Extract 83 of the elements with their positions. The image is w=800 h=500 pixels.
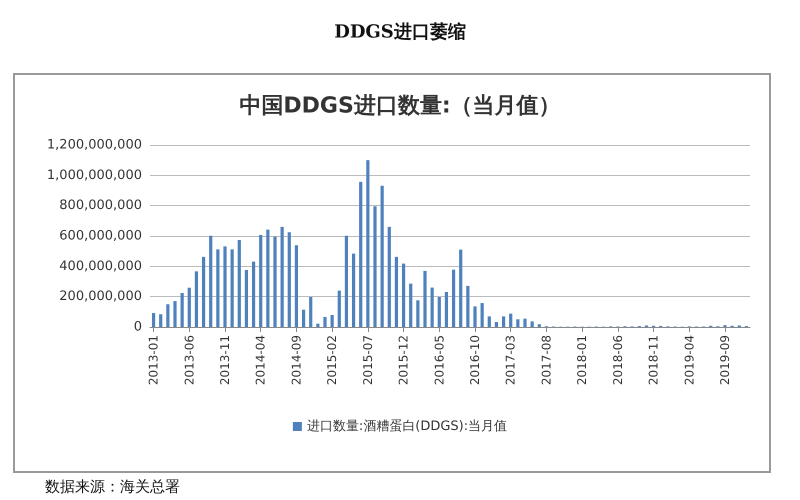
- x-tick-label: 2014-04: [254, 335, 268, 386]
- bar: [338, 290, 341, 327]
- y-tick-label: 800,000,000: [59, 198, 142, 214]
- x-tick-label: 2013-06: [182, 335, 196, 386]
- bar: [502, 316, 506, 327]
- bar: [152, 313, 156, 327]
- bar: [430, 288, 434, 327]
- bar: [488, 316, 491, 327]
- source-note: 数据来源：海关总署: [45, 478, 180, 496]
- bar: [438, 296, 441, 327]
- bar: [416, 300, 420, 327]
- bar: [273, 236, 277, 327]
- x-tick-label: 2016-05: [432, 335, 446, 386]
- bar: [380, 186, 384, 327]
- bar: [159, 314, 162, 327]
- bar: [288, 232, 291, 327]
- chart-subtitle: 中国DDGS进口数量:（当月值）: [239, 94, 561, 118]
- bar: [173, 301, 177, 327]
- y-tick-label: 1,000,000,000: [46, 168, 142, 183]
- x-tick-label: 2017-08: [539, 335, 554, 386]
- x-tick-label: 2015-12: [396, 335, 411, 386]
- bar: [423, 270, 427, 327]
- bar: [444, 292, 448, 327]
- bar: [530, 321, 534, 327]
- x-tick-label: 2018-01: [575, 335, 590, 386]
- bar: [316, 324, 320, 327]
- bar: [494, 322, 498, 327]
- bar: [166, 304, 170, 327]
- x-tick-label: 2013-11: [218, 335, 232, 386]
- x-tick-label: 2014-09: [289, 335, 304, 386]
- x-tick-label: 2015-02: [325, 335, 340, 386]
- bar: [252, 262, 256, 327]
- y-tick-label: 0: [134, 320, 142, 334]
- bar: [230, 249, 234, 327]
- x-tick-label: 2015-07: [360, 335, 375, 386]
- bar: [466, 286, 470, 327]
- x-tick-label: 2019-09: [718, 335, 732, 386]
- x-tick-label: 2019-04: [682, 335, 696, 386]
- bar: [509, 314, 512, 327]
- bar: [309, 296, 312, 327]
- bar: [209, 236, 212, 327]
- bar: [538, 324, 541, 327]
- bar: [266, 230, 270, 327]
- bar: [223, 246, 227, 327]
- bar: [516, 319, 520, 327]
- bar: [180, 293, 184, 327]
- bar: [480, 303, 484, 327]
- x-tick-label: 2018-06: [610, 335, 625, 386]
- bar: [188, 288, 191, 327]
- x-tick-label: 2017-03: [504, 335, 518, 386]
- bar: [352, 254, 356, 327]
- bar: [359, 182, 362, 327]
- bar: [388, 226, 391, 327]
- y-tick-label: 1,200,000,000: [46, 138, 142, 152]
- legend-label: 进口数量:酒糟蛋白(DDGS):当月值: [306, 419, 508, 434]
- bar: [366, 160, 370, 327]
- bar: [344, 236, 348, 327]
- bar: [194, 271, 198, 327]
- bar: [402, 264, 406, 327]
- x-tick-label: 2018-11: [646, 335, 661, 386]
- bar: [523, 318, 527, 327]
- bar: [409, 284, 412, 327]
- y-tick-label: 200,000,000: [59, 289, 142, 304]
- chart-title: DDGS进口萎缩: [334, 22, 466, 42]
- y-tick-label: 400,000,000: [59, 258, 142, 274]
- bar: [280, 226, 284, 327]
- bar: [373, 206, 377, 327]
- bar: [294, 245, 298, 327]
- bar: [394, 256, 398, 327]
- bar: [452, 270, 456, 327]
- y-tick-label: 600,000,000: [59, 228, 142, 244]
- bar: [216, 249, 220, 327]
- x-tick-label: 2013-01: [146, 335, 161, 386]
- bar: [473, 306, 477, 327]
- bar: [302, 310, 306, 327]
- x-tick-label: 2016-10: [468, 335, 482, 386]
- bar: [238, 240, 241, 327]
- bar: [323, 316, 327, 327]
- bar: [459, 250, 462, 327]
- bar: [244, 270, 248, 327]
- bar: [202, 256, 206, 327]
- bar: [259, 234, 262, 327]
- bar: [330, 315, 334, 327]
